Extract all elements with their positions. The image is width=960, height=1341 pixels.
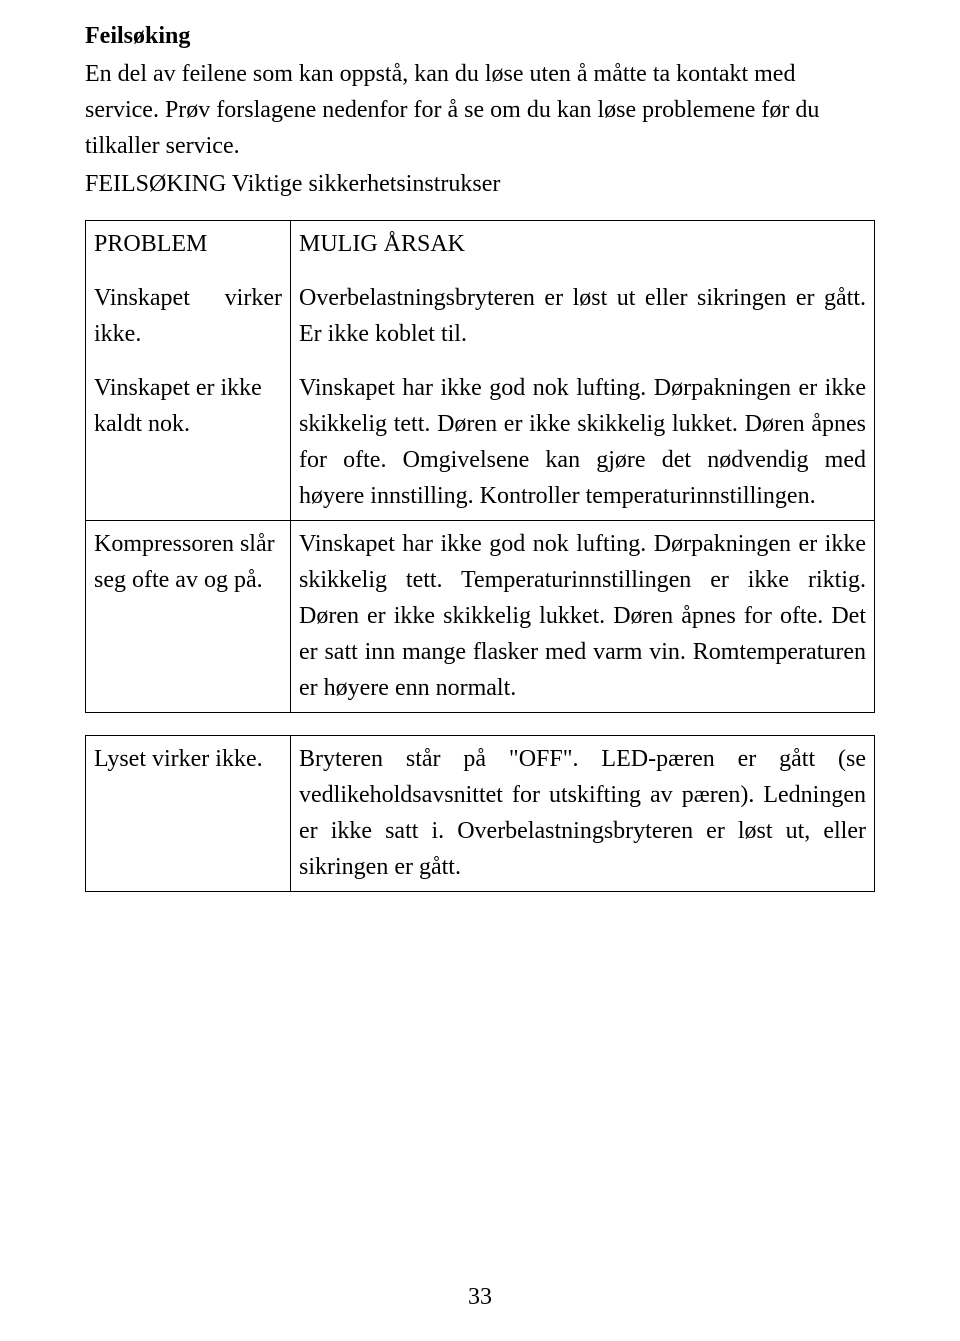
table-row: Lyset virker ikke. Bryteren står på "OFF… bbox=[86, 736, 875, 892]
problem-text: Kompressoren slår seg ofte av og på. bbox=[94, 526, 282, 598]
intro-paragraph: En del av feilene som kan oppstå, kan du… bbox=[85, 56, 875, 164]
table-row: Kompressoren slår seg ofte av og på. Vin… bbox=[86, 521, 875, 713]
problem-text: Lyset virker ikke. bbox=[94, 741, 282, 777]
problem-cell: Lyset virker ikke. bbox=[86, 736, 291, 892]
column-header-cause: MULIG ÅRSAK bbox=[299, 226, 866, 262]
troubleshoot-table-2: Lyset virker ikke. Bryteren står på "OFF… bbox=[85, 735, 875, 892]
cause-text: Overbelastningsbryteren er løst ut eller… bbox=[299, 280, 866, 352]
cause-text: Vinskapet har ikke god nok lufting. Dørp… bbox=[299, 370, 866, 514]
page-number: 33 bbox=[0, 1284, 960, 1311]
problem-text: Vinskapet er ikke kaldt nok. bbox=[94, 370, 282, 442]
cause-text: Bryteren står på "OFF". LED-pæren er gåt… bbox=[299, 741, 866, 885]
problem-cell: Kompressoren slår seg ofte av og på. bbox=[86, 521, 291, 713]
sub-heading: FEILSØKING Viktige sikkerhetsinstrukser bbox=[85, 166, 875, 202]
cause-text: Vinskapet har ikke god nok lufting. Dørp… bbox=[299, 526, 866, 706]
table-spacer bbox=[85, 713, 875, 735]
cause-cell: MULIG ÅRSAK Overbelastningsbryteren er l… bbox=[291, 221, 875, 521]
page: Feilsøking En del av feilene som kan opp… bbox=[0, 0, 960, 1341]
problem-text: Vinskapet virker ikke. bbox=[94, 280, 282, 352]
section-heading: Feilsøking bbox=[85, 18, 875, 54]
table-row: PROBLEM Vinskapet virker ikke. Vinskapet… bbox=[86, 221, 875, 521]
problem-cell: PROBLEM Vinskapet virker ikke. Vinskapet… bbox=[86, 221, 291, 521]
troubleshoot-table-1: PROBLEM Vinskapet virker ikke. Vinskapet… bbox=[85, 220, 875, 713]
column-header-problem: PROBLEM bbox=[94, 226, 282, 262]
cause-cell: Bryteren står på "OFF". LED-pæren er gåt… bbox=[291, 736, 875, 892]
cause-cell: Vinskapet har ikke god nok lufting. Dørp… bbox=[291, 521, 875, 713]
